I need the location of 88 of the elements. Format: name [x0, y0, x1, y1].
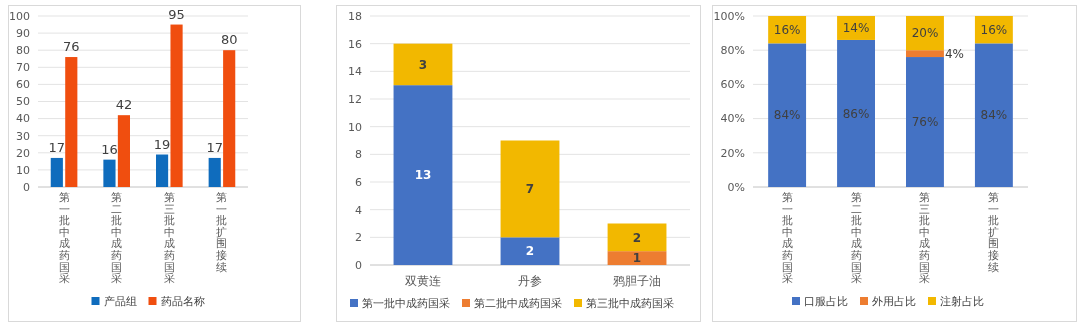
x-tick-label: 第一批扩围接续 [216, 191, 228, 274]
data-label: 17 [48, 139, 66, 155]
bar [607, 251, 667, 265]
y-tick-label: 12 [348, 92, 362, 106]
x-tick-label: 第二批中成药国采 [850, 191, 862, 286]
data-label: 84% [773, 108, 801, 123]
legend-label: 第二批中成药国采 [474, 297, 562, 310]
x-tick-label: 第三批中成药国采 [919, 191, 931, 286]
x-tick-label: 第一批中成药国采 [781, 191, 793, 286]
bar [393, 85, 453, 265]
data-label: 2 [525, 244, 535, 259]
legend-label: 口服占比 [804, 295, 848, 308]
data-label: 84% [980, 108, 1008, 123]
y-tick-label: 60 [16, 78, 30, 92]
legend-label: 第一批中成药国采 [362, 297, 450, 310]
y-tick-label: 100% [713, 9, 745, 23]
y-tick-label: 2 [355, 231, 362, 245]
data-label: 13 [414, 168, 432, 183]
y-tick-label: 60% [720, 78, 745, 92]
data-label: 3 [418, 57, 428, 72]
y-tick-label: 0 [23, 180, 30, 194]
y-tick-label: 100 [9, 9, 30, 23]
y-tick-label: 30 [16, 129, 30, 143]
data-label: 17 [206, 139, 223, 155]
legend-label: 注射占比 [940, 295, 984, 308]
data-label: 1 [632, 251, 642, 266]
bar [156, 154, 169, 187]
y-tick-label: 4 [355, 203, 362, 217]
bar [500, 140, 560, 238]
bar [974, 43, 1013, 187]
x-tick-label: 第一批中成药国采 [58, 191, 70, 286]
data-label: 42 [115, 97, 133, 113]
data-label: 4% [944, 46, 964, 61]
legend-label: 外用占比 [872, 295, 916, 308]
y-tick-label: 80 [16, 44, 30, 58]
legend-label: 药品名称 [160, 295, 205, 308]
y-tick-label: 0% [727, 180, 745, 194]
y-tick-label: 90 [16, 26, 30, 40]
bar [768, 43, 807, 187]
x-tick-label: 第一批扩围接续 [988, 191, 1000, 274]
x-tick-label: 第二批中成药国采 [111, 191, 123, 286]
bar [65, 57, 78, 187]
y-tick-label: 14 [348, 65, 362, 79]
y-tick-label: 20 [16, 146, 30, 160]
data-label: 20% [911, 26, 939, 41]
bar [393, 43, 453, 86]
x-tick-label: 鸦胆子油 [613, 274, 662, 288]
legend-label: 第三批中成药国采 [586, 297, 674, 310]
y-tick-label: 0 [355, 258, 362, 272]
bar [117, 115, 130, 187]
y-tick-label: 10 [348, 120, 362, 134]
bar [837, 39, 875, 187]
bar [223, 50, 236, 187]
y-tick-label: 16 [348, 37, 362, 51]
data-label: 2 [632, 230, 642, 245]
data-label: 80 [220, 32, 238, 48]
data-label: 95 [168, 6, 185, 22]
bar [906, 50, 944, 58]
data-label: 19 [153, 136, 171, 152]
legend-label: 产品组 [103, 295, 137, 308]
y-tick-label: 50 [16, 95, 30, 109]
data-label: 86% [842, 106, 870, 121]
bar [906, 57, 944, 187]
x-tick-label: 双黄连 [404, 274, 441, 288]
y-tick-label: 70 [16, 61, 30, 75]
y-tick-label: 40 [16, 112, 30, 126]
bar [103, 159, 116, 187]
x-tick-label: 丹参 [518, 274, 542, 288]
y-tick-label: 20% [720, 146, 745, 160]
bar [500, 237, 560, 265]
data-label: 76% [911, 115, 939, 130]
y-tick-label: 8 [355, 148, 362, 162]
y-tick-label: 40% [720, 112, 745, 126]
data-label: 7 [525, 182, 535, 197]
y-tick-label: 80% [720, 44, 745, 58]
y-tick-label: 10 [16, 163, 30, 177]
y-tick-label: 18 [348, 9, 362, 23]
bar [607, 223, 667, 252]
data-label: 14% [842, 21, 870, 36]
bar [208, 157, 221, 187]
x-tick-label: 第三批中成药国采 [163, 191, 175, 286]
bar [170, 24, 183, 187]
y-tick-label: 6 [355, 175, 362, 189]
data-label: 16 [101, 141, 118, 157]
data-label: 16% [773, 22, 801, 37]
data-label: 16% [980, 22, 1008, 37]
bar [50, 157, 63, 187]
data-label: 76 [63, 39, 80, 55]
